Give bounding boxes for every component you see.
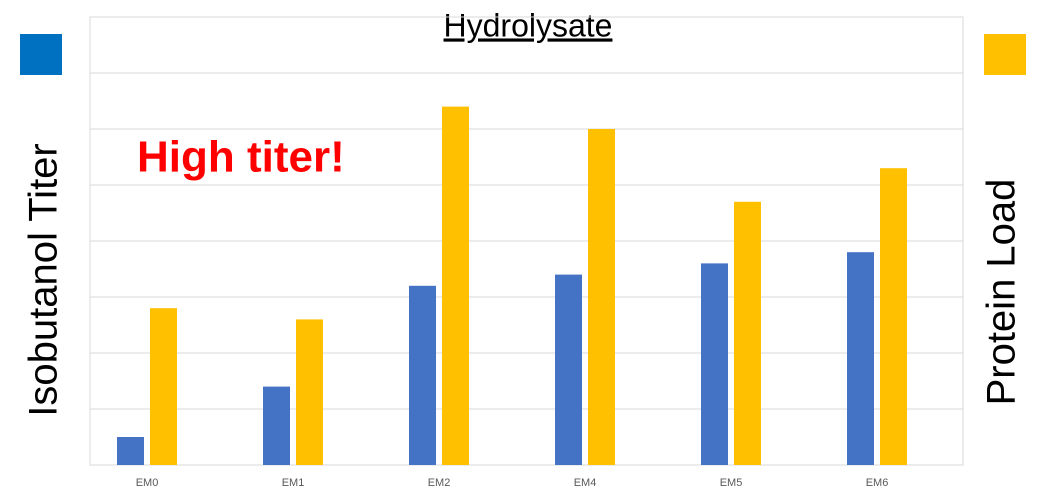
bar <box>263 386 290 465</box>
x-tick-label: EM0 <box>136 477 159 489</box>
x-tick-label: EM4 <box>574 477 597 489</box>
legend-label: Isobutanol Titer <box>22 143 66 417</box>
bar <box>847 252 874 465</box>
x-tick-label: EM2 <box>428 477 451 489</box>
bar <box>296 319 323 465</box>
bar <box>409 285 436 465</box>
chart-title: Hydrolysate <box>444 7 613 43</box>
x-tick-label: EM6 <box>866 477 889 489</box>
x-tick-label: EM5 <box>720 477 743 489</box>
annotation: High titer! <box>137 133 345 182</box>
bar <box>588 129 615 465</box>
bar <box>117 437 144 465</box>
bar <box>555 274 582 465</box>
bar <box>150 308 177 465</box>
legend-label: Protein Load <box>980 179 1024 406</box>
bar <box>701 263 728 465</box>
legend-swatch <box>20 34 62 75</box>
legend-swatch <box>984 34 1026 75</box>
x-tick-label: EM1 <box>282 477 305 489</box>
bar <box>734 201 761 466</box>
bar <box>442 106 469 465</box>
bar <box>880 168 907 465</box>
